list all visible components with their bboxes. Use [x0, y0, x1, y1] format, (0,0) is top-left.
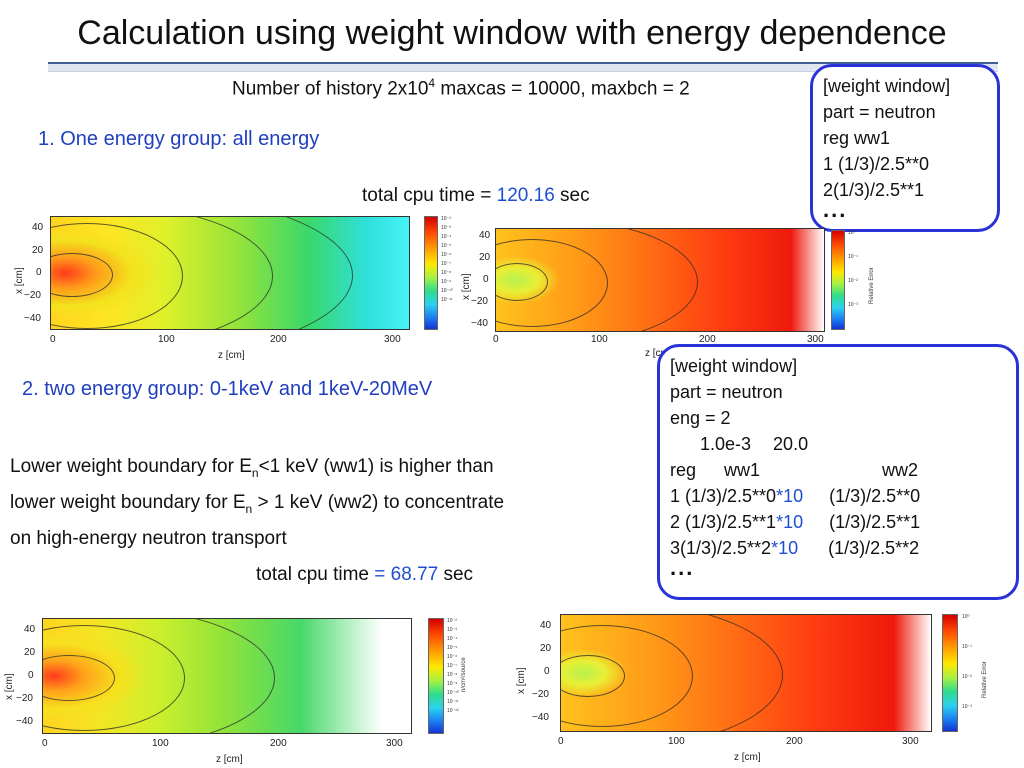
box1-ellipsis: ... — [823, 197, 848, 222]
plot3-ytick: 20 — [24, 647, 36, 658]
box2-line: eng = 2 — [670, 408, 731, 428]
plot4-ytick: −20 — [532, 689, 549, 700]
section1-heading: 1. One energy group: all energy — [38, 128, 320, 150]
plot3-xtick: 300 — [386, 738, 403, 749]
plot3-ylabel: x [cm] — [4, 673, 15, 700]
plot-error-single-group: x [cm] 40 20 0 −20 −40 0 100 200 300 z [… — [455, 222, 895, 360]
box1-line: [weight window] — [823, 76, 951, 96]
plot3-colorbar — [428, 618, 444, 734]
plot1-ytick: −20 — [24, 290, 41, 301]
plot4-xtick: 200 — [786, 736, 803, 747]
plot3-xtick: 100 — [152, 738, 169, 749]
box2-row: 1 (1/3)/2.5**0*10 (1/3)/2.5**0 — [670, 486, 921, 506]
plot1-ytick: 20 — [32, 245, 44, 256]
box2-row: 3(1/3)/2.5**2*10 (1/3)/2.5**2 — [670, 538, 920, 558]
plot4-xtick: 100 — [668, 736, 685, 747]
plot2-xtick: 0 — [493, 334, 499, 345]
plot1-ytick: 40 — [32, 222, 44, 233]
cpu-time-2-label: total cpu time — [256, 564, 375, 585]
plot-error-two-group: x [cm] 40 20 0 −20 −40 0 100 200 300 z [… — [510, 612, 1000, 766]
section2-description: Lower weight boundary for En<1 keV (ww1)… — [10, 456, 505, 549]
plot4-colorbar-ticks: 10⁰ 10⁻¹ 10⁻² 10⁻³ — [962, 614, 972, 710]
plot1-area — [50, 216, 410, 330]
plot2-colorbar-label: Relative Error — [869, 267, 875, 304]
plot3-xlabel: z [cm] — [216, 754, 243, 765]
plot4-ytick: 0 — [544, 666, 550, 677]
cpu-time-1-value: 120.16 — [496, 185, 555, 206]
plot4-ytick: −40 — [532, 712, 549, 723]
box2-row: 2 (1/3)/2.5**1*10 (1/3)/2.5**1 — [670, 512, 921, 532]
title-rule-accent — [48, 62, 998, 64]
box1-line: reg ww1 — [823, 128, 891, 148]
plot3-ytick: −20 — [16, 693, 33, 704]
plot4-xtick: 0 — [558, 736, 564, 747]
plot1-xtick: 200 — [270, 334, 287, 345]
box2-line: 1.0e-3 20.0 — [700, 434, 809, 454]
box1-line: 2(1/3)/2.5**1 — [823, 180, 925, 200]
cpu-time-2: total cpu time = 68.77 sec — [256, 564, 473, 586]
weight-window-box-2: [weight window] part = neutron eng = 2 1… — [657, 344, 1019, 600]
plot1-xtick: 100 — [158, 334, 175, 345]
plot1-xtick: 300 — [384, 334, 401, 345]
plot4-area — [560, 614, 932, 732]
plot2-ytick: −20 — [471, 296, 488, 307]
cpu-time-2-unit: sec — [438, 564, 474, 585]
plot4-colorbar — [942, 614, 958, 732]
box1-line: part = neutron — [823, 102, 936, 122]
section2-heading: 2. two energy group: 0-1keV and 1keV-20M… — [22, 378, 433, 400]
plot2-colorbar-ticks: 10⁰ 10⁻¹ 10⁻² 10⁻³ — [848, 230, 858, 308]
plot3-ytick: 0 — [28, 670, 34, 681]
cpu-time-1-unit: sec — [554, 185, 590, 206]
cpu-time-2-value: = 68.77 — [374, 564, 439, 585]
plot3-ytick: 40 — [24, 624, 36, 635]
history-line: Number of history 2x104 maxcas = 10000, … — [232, 76, 690, 100]
box2-line: part = neutron — [670, 382, 783, 402]
plot1-colorbar-ticks: 10⁻² 10⁻³ 10⁻⁴ 10⁻⁵ 10⁻⁶ 10⁻⁷ 10⁻⁸ 10⁻⁹ 10⁻¹⁰ 10⁻… — [441, 216, 453, 303]
plot1-colorbar — [424, 216, 438, 330]
history-prefix: Number of history 2x10 — [232, 78, 429, 100]
plot2-xtick: 100 — [591, 334, 608, 345]
plot2-colorbar — [831, 230, 845, 330]
plot2-ytick: 0 — [483, 274, 489, 285]
plot4-ytick: 20 — [540, 643, 552, 654]
plot1-xlabel: z [cm] — [218, 350, 245, 361]
cpu-time-1: total cpu time = 120.16 sec — [362, 185, 590, 207]
plot-flux-single-group: x [cm] 40 20 0 −20 −40 0 100 200 300 z [… — [8, 212, 463, 362]
plot4-xlabel: z [cm] — [734, 752, 761, 763]
plot3-colorbar-ticks: 10⁻² 10⁻³ 10⁻⁴ 10⁻⁵ 10⁻⁶ 10⁻⁷ 10⁻⁸ 10⁻⁹ 10⁻¹⁰ 10⁻… — [447, 618, 459, 714]
box2-line: [weight window] — [670, 356, 798, 376]
plot2-xlabel: z [cm] — [645, 348, 672, 359]
cpu-time-1-label: total cpu time = — [362, 185, 497, 206]
plot2-ytick: 20 — [479, 252, 491, 263]
plot4-ylabel: x [cm] — [516, 667, 527, 694]
plot3-xtick: 200 — [270, 738, 287, 749]
plot2-xtick: 300 — [807, 334, 824, 345]
weight-window-box-1: [weight window] part = neutron reg ww1 1… — [810, 64, 1000, 232]
box2-line: reg ww1 ww2 — [670, 460, 919, 480]
plot2-ytick: −40 — [471, 318, 488, 329]
plot2-area — [495, 228, 825, 332]
box2-ellipsis: ... — [670, 555, 695, 580]
plot2-ytick: 40 — [479, 230, 491, 241]
plot4-colorbar-label: Relative Error — [982, 661, 988, 698]
plot1-ytick: 0 — [36, 267, 42, 278]
plot4-ytick: 40 — [540, 620, 552, 631]
plot3-ytick: −40 — [16, 716, 33, 727]
history-suffix: maxcas = 10000, maxbch = 2 — [435, 78, 690, 100]
plot3-area — [42, 618, 412, 734]
box1-line: 1 (1/3)/2.5**0 — [823, 154, 930, 174]
plot3-xtick: 0 — [42, 738, 48, 749]
plot-flux-two-group: x [cm] 40 20 0 −20 −40 0 100 200 300 z [… — [0, 612, 470, 766]
plot1-ytick: −40 — [24, 313, 41, 324]
plot2-xtick: 200 — [699, 334, 716, 345]
plot4-xtick: 300 — [902, 736, 919, 747]
history-exponent: 4 — [428, 76, 436, 90]
slide-title: Calculation using weight window with ene… — [77, 14, 947, 52]
plot1-xtick: 0 — [50, 334, 56, 345]
plot3-colorbar-label: n/cm²/source — [461, 657, 467, 692]
